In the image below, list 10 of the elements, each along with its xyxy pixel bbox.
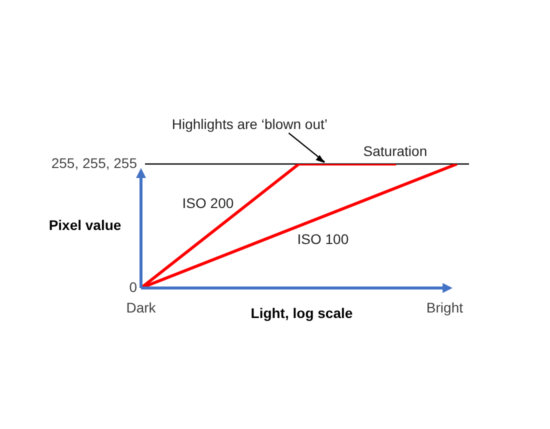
text: 255, 255, 255: [51, 154, 138, 171]
text: 0: [129, 278, 138, 295]
text: Highlights are ‘blown out’: [172, 116, 328, 132]
x-tick-label: Bright: [426, 299, 464, 316]
y-axis-title: Pixel value: [48, 216, 122, 233]
series-label: ISO 200: [182, 194, 234, 211]
text: Saturation: [363, 142, 428, 159]
series-label: ISO 100: [297, 230, 349, 247]
x-axis-title: Light, log scale: [250, 304, 353, 321]
x-tick-label: Dark: [126, 299, 157, 316]
